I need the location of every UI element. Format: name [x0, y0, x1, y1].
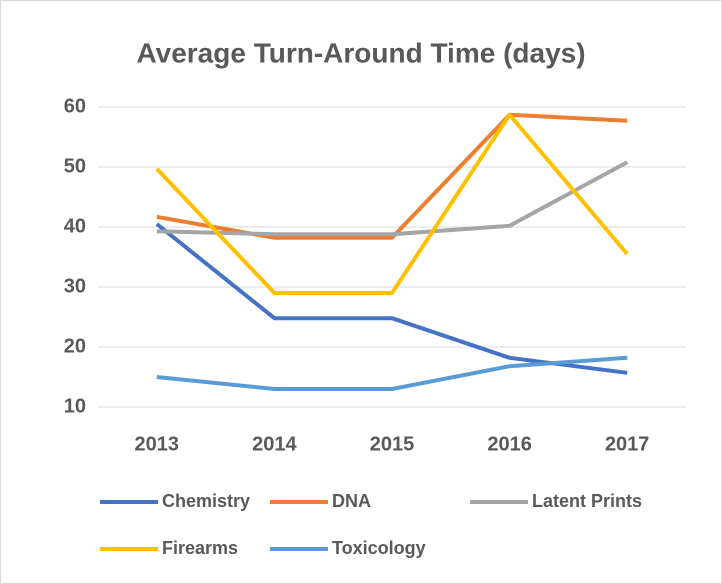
x-tick-label: 2013 — [135, 433, 180, 455]
chart-title: Average Turn-Around Time (days) — [136, 37, 585, 68]
x-tick-label: 2014 — [252, 433, 297, 455]
legend-label: Latent Prints — [532, 491, 642, 511]
x-tick-label: 2017 — [605, 433, 650, 455]
x-tick-label: 2015 — [370, 433, 415, 455]
x-tick-label: 2016 — [487, 433, 532, 455]
line-series — [156, 112, 628, 240]
legend-label: Toxicology — [332, 538, 426, 558]
line-series — [155, 112, 629, 295]
y-tick-label: 60 — [64, 95, 86, 117]
y-tick-label: 30 — [64, 275, 86, 297]
line-series — [156, 160, 629, 237]
y-tick-label: 50 — [64, 155, 86, 177]
line-series — [156, 355, 628, 391]
legend-label: Chemistry — [162, 491, 250, 511]
legend-label: Firearms — [162, 538, 238, 558]
y-tick-label: 10 — [64, 395, 86, 417]
y-tick-label: 40 — [64, 215, 86, 237]
y-tick-label: 20 — [64, 335, 86, 357]
legend-label: DNA — [332, 491, 371, 511]
